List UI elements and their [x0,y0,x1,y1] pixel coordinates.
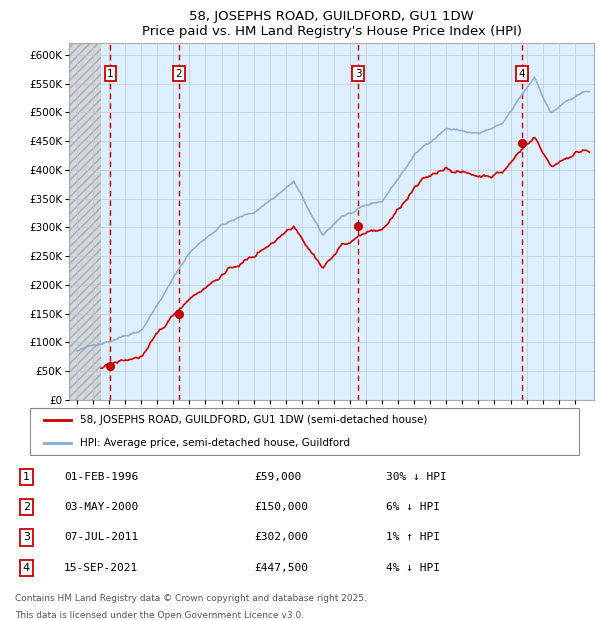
Text: 6% ↓ HPI: 6% ↓ HPI [386,502,440,512]
Text: 03-MAY-2000: 03-MAY-2000 [64,502,138,512]
Text: £150,000: £150,000 [254,502,308,512]
Text: 01-FEB-1996: 01-FEB-1996 [64,472,138,482]
Text: 15-SEP-2021: 15-SEP-2021 [64,562,138,573]
Text: £59,000: £59,000 [254,472,301,482]
Text: £447,500: £447,500 [254,562,308,573]
Text: 3: 3 [355,69,361,79]
Text: 4: 4 [23,562,30,573]
Text: 2: 2 [23,502,30,512]
Text: Contains HM Land Registry data © Crown copyright and database right 2025.: Contains HM Land Registry data © Crown c… [15,593,367,603]
Text: 3: 3 [23,533,30,542]
Text: 58, JOSEPHS ROAD, GUILDFORD, GU1 1DW (semi-detached house): 58, JOSEPHS ROAD, GUILDFORD, GU1 1DW (se… [80,415,427,425]
Text: 1: 1 [23,472,30,482]
Title: 58, JOSEPHS ROAD, GUILDFORD, GU1 1DW
Price paid vs. HM Land Registry's House Pri: 58, JOSEPHS ROAD, GUILDFORD, GU1 1DW Pri… [142,10,521,38]
Text: 1: 1 [107,69,114,79]
Bar [69,43,101,400]
Text: 07-JUL-2011: 07-JUL-2011 [64,533,138,542]
Text: 30% ↓ HPI: 30% ↓ HPI [386,472,447,482]
Text: This data is licensed under the Open Government Licence v3.0.: This data is licensed under the Open Gov… [15,611,304,620]
Text: 2: 2 [175,69,182,79]
Text: £302,000: £302,000 [254,533,308,542]
Text: 1% ↑ HPI: 1% ↑ HPI [386,533,440,542]
Text: 4% ↓ HPI: 4% ↓ HPI [386,562,440,573]
Text: HPI: Average price, semi-detached house, Guildford: HPI: Average price, semi-detached house,… [80,438,350,448]
Text: 4: 4 [518,69,525,79]
